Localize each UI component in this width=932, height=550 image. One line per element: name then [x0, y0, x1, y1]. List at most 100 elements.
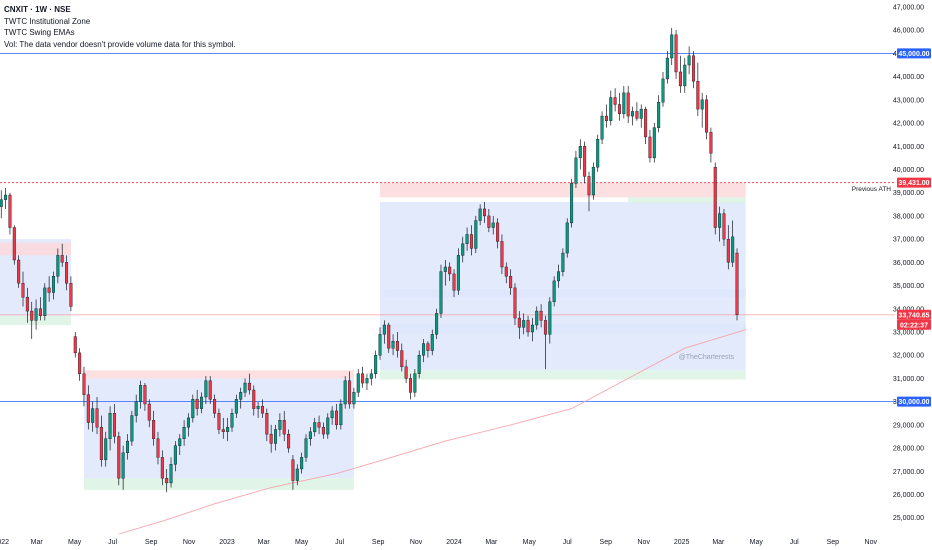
candle-body — [356, 373, 360, 393]
symbol-title[interactable]: CNXIT · 1W · NSE — [4, 5, 71, 14]
candle-body — [165, 478, 169, 484]
candle-body — [256, 406, 260, 409]
candle — [86, 385, 90, 430]
candle-body — [321, 426, 325, 435]
candle — [300, 452, 304, 474]
candle-body — [230, 413, 234, 428]
candle-body — [504, 266, 508, 277]
y-tick-label: 34,000.00 — [893, 306, 924, 313]
y-tick-label: 32,000.00 — [893, 353, 924, 360]
candle — [696, 62, 700, 117]
candle — [413, 369, 417, 397]
candle — [204, 376, 208, 404]
candle-body — [12, 227, 16, 261]
candle — [165, 468, 169, 493]
y-tick-label: 38,000.00 — [893, 213, 924, 220]
candle — [12, 225, 16, 265]
candle-body — [665, 57, 669, 80]
candle-body — [483, 208, 487, 217]
y-tick-label: 26,000.00 — [893, 492, 924, 499]
candle-body — [173, 445, 177, 465]
candle-body — [82, 373, 86, 395]
candle-body — [213, 399, 217, 414]
watermark: @TheCharterests — [679, 354, 735, 361]
indicator-institutional-zone[interactable]: TWTC Institutional Zone — [4, 16, 91, 26]
candle — [269, 424, 273, 453]
candle — [361, 366, 365, 388]
candle — [208, 376, 212, 404]
badge-last-price: 33,740.65 — [898, 312, 929, 319]
chart-legend: CNXIT · 1W · NSE TWTC Institutional Zone… — [4, 4, 236, 50]
candle — [731, 220, 735, 267]
candle-body — [239, 392, 243, 400]
candle-body — [378, 334, 382, 356]
candle — [478, 204, 482, 226]
candle-body — [435, 313, 439, 335]
candle — [552, 276, 556, 307]
candle-body — [112, 413, 116, 437]
candle — [557, 264, 561, 288]
zone-green — [380, 370, 746, 380]
candle-body — [574, 157, 578, 184]
candle — [648, 130, 652, 163]
volume-note: Vol: The data vendor doesn't provide vol… — [4, 39, 236, 49]
candle-body — [0, 199, 3, 207]
candle-body — [361, 373, 365, 384]
candle — [735, 248, 739, 321]
candle-body — [522, 320, 526, 328]
y-tick-label: 39,000.00 — [893, 190, 924, 197]
candle-body — [99, 426, 103, 460]
y-tick-label: 27,000.00 — [893, 469, 924, 476]
candle-body — [509, 276, 513, 289]
badge-ath: 39,431.00 — [898, 180, 929, 187]
candle — [631, 106, 635, 126]
previous-ath-label: Previous ATH — [852, 186, 892, 193]
candle — [139, 380, 143, 409]
candle — [82, 366, 86, 407]
candle-body — [635, 111, 639, 119]
candle — [578, 139, 582, 170]
x-tick-label: Jul — [563, 539, 572, 546]
x-tick-label: 2022 — [0, 539, 9, 546]
candle — [539, 304, 543, 328]
candle — [304, 434, 308, 462]
candle-body — [557, 271, 561, 282]
candle-body — [265, 413, 269, 435]
candle-body — [382, 324, 386, 335]
candle — [452, 269, 456, 298]
candle — [387, 322, 391, 353]
candle-body — [60, 255, 64, 263]
candle-body — [47, 287, 51, 293]
candle-body — [687, 55, 691, 66]
candle-body — [95, 408, 99, 428]
candle-body — [4, 194, 8, 200]
candle-body — [221, 429, 225, 433]
candle — [38, 297, 42, 321]
candle — [687, 46, 691, 75]
candle — [334, 403, 338, 430]
y-tick-label: 33,000.00 — [893, 329, 924, 336]
badge-30000-bg — [897, 396, 931, 407]
time-axis[interactable]: 2022 Mar May Jul Sep Nov 2023 Mar May Jul Sep Nov 20… — [0, 539, 877, 546]
candle-body — [613, 97, 617, 105]
candle — [426, 341, 430, 358]
candle — [674, 30, 678, 79]
candle — [391, 334, 395, 356]
candle — [561, 248, 565, 277]
candle-body — [143, 385, 147, 405]
candle-body — [626, 92, 630, 117]
candle — [265, 408, 269, 442]
candle-body — [139, 385, 143, 402]
price-axis[interactable]: 25,000.00 26,000.00 27,000.00 28,000.00 29,0… — [893, 4, 924, 522]
candle — [326, 413, 330, 439]
candle — [408, 373, 412, 400]
candle — [226, 417, 230, 442]
candle — [274, 424, 278, 451]
candle — [657, 95, 661, 133]
candle-body — [683, 64, 687, 87]
candle — [469, 225, 473, 256]
zones-layer — [0, 182, 746, 490]
indicator-swing-emas[interactable]: TWTC Swing EMAs — [4, 28, 75, 37]
candle-body — [226, 426, 230, 433]
